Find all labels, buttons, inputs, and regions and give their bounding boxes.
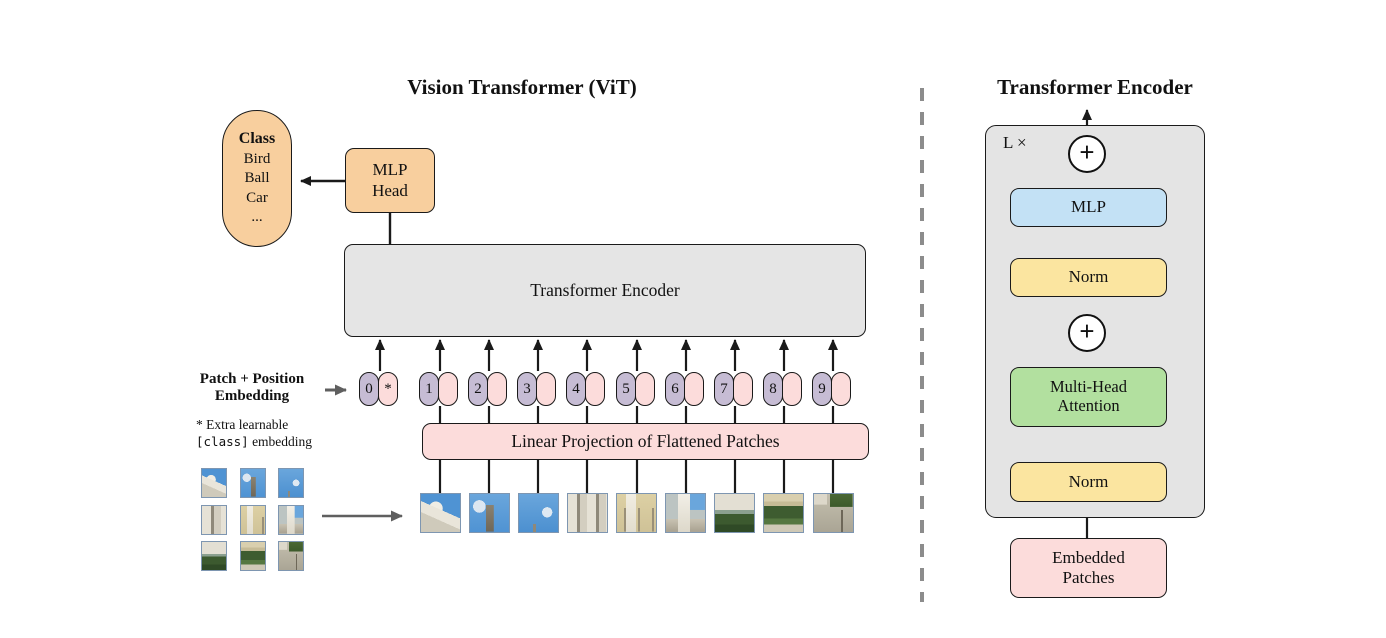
residual-add-top: + (1068, 135, 1106, 173)
mlp-head-line2: Head (372, 180, 408, 200)
layer-count-label: L × (1003, 133, 1027, 152)
image-patch-8 (763, 493, 804, 533)
image-patch-2 (469, 493, 510, 533)
footnote-line1: * Extra learnable (196, 417, 289, 432)
patch-position-embedding-label: Patch + Position Embedding (180, 371, 324, 404)
token-5-embedding (635, 372, 655, 406)
token-2-position: 2 (468, 372, 488, 406)
token-7: 7 (714, 372, 755, 406)
token-9-embedding (831, 372, 851, 406)
grid-patch-2 (240, 468, 266, 498)
image-patch-1 (420, 493, 461, 533)
class-token-footnote: * Extra learnable [class] embedding (196, 417, 346, 451)
image-patch-6 (665, 493, 706, 533)
token-6-embedding (684, 372, 704, 406)
grid-patch-8 (240, 541, 266, 571)
token-8-position: 8 (763, 372, 783, 406)
footnote-suffix: embedding (252, 433, 313, 449)
token-1: 1 (419, 372, 460, 406)
token-1-embedding (438, 372, 458, 406)
multi-head-attention-box: Multi-Head Attention (1010, 367, 1167, 427)
token-4-embedding (585, 372, 605, 406)
token-3-position: 3 (517, 372, 537, 406)
class-heading: Class (238, 130, 276, 148)
class-item: Bird (243, 150, 271, 167)
token-1-position: 1 (419, 372, 439, 406)
embedded-patches-line1: Embedded (1052, 547, 1125, 567)
token-2: 2 (468, 372, 509, 406)
grid-patch-1 (201, 468, 227, 498)
norm-lower-label: Norm (1068, 471, 1109, 491)
mlp-label: MLP (1071, 197, 1106, 217)
class-item: Car (246, 189, 268, 206)
norm-upper-label: Norm (1068, 267, 1109, 287)
mha-line1: Multi-Head (1050, 377, 1127, 397)
grid-patch-6 (278, 505, 304, 535)
plus-icon: + (1079, 316, 1095, 346)
norm-upper-box: Norm (1010, 258, 1167, 297)
token-7-embedding (733, 372, 753, 406)
token-6-position: 6 (665, 372, 685, 406)
left-title: Vision Transformer (ViT) (407, 75, 637, 99)
class-item: Ball (244, 170, 270, 187)
mlp-box: MLP (1010, 188, 1167, 227)
token-7-position: 7 (714, 372, 734, 406)
linear-projection-label: Linear Projection of Flattened Patches (511, 431, 780, 451)
token-8: 8 (763, 372, 804, 406)
token-0: 0 * (359, 372, 400, 406)
mlp-head-box: MLP Head (345, 148, 435, 213)
norm-lower-box: Norm (1010, 462, 1167, 502)
right-title: Transformer Encoder (997, 75, 1193, 99)
patch-position-line1: Patch + Position (199, 371, 305, 387)
token-9-position: 9 (812, 372, 832, 406)
token-6: 6 (665, 372, 706, 406)
mha-line2: Attention (1057, 396, 1120, 415)
patch-position-line2: Embedding (214, 387, 290, 404)
footnote-line2: [class] embedding (196, 434, 346, 451)
class-item: ... (251, 209, 263, 226)
grid-patch-3 (278, 468, 304, 498)
token-9: 9 (812, 372, 853, 406)
image-patch-7 (714, 493, 755, 533)
image-patch-9 (813, 493, 854, 533)
mlp-head-line1: MLP (372, 160, 408, 180)
token-2-embedding (487, 372, 507, 406)
linear-projection-box: Linear Projection of Flattened Patches (422, 423, 869, 460)
token-4-position: 4 (566, 372, 586, 406)
token-8-embedding (782, 372, 802, 406)
plus-icon: + (1079, 137, 1095, 167)
image-patch-3 (518, 493, 559, 533)
image-patch-5 (616, 493, 657, 533)
footnote-code: [class] (196, 433, 249, 449)
embedded-patches-box: Embedded Patches (1010, 538, 1167, 598)
grid-patch-5 (240, 505, 266, 535)
embedded-patches-line2: Patches (1062, 568, 1115, 587)
residual-add-bottom: + (1068, 314, 1106, 352)
token-3: 3 (517, 372, 558, 406)
token-3-embedding (536, 372, 556, 406)
token-0-class-embedding: * (378, 372, 398, 406)
grid-patch-4 (201, 505, 227, 535)
token-0-position: 0 (359, 372, 379, 406)
token-5: 5 (616, 372, 657, 406)
grid-patch-9 (278, 541, 304, 571)
token-4: 4 (566, 372, 607, 406)
token-5-position: 5 (616, 372, 636, 406)
transformer-encoder-label: Transformer Encoder (530, 280, 680, 300)
grid-patch-7 (201, 541, 227, 571)
class-output-pill: Class Bird Ball Car ... (222, 110, 292, 247)
transformer-encoder-box: Transformer Encoder (344, 244, 866, 337)
image-patch-4 (567, 493, 608, 533)
